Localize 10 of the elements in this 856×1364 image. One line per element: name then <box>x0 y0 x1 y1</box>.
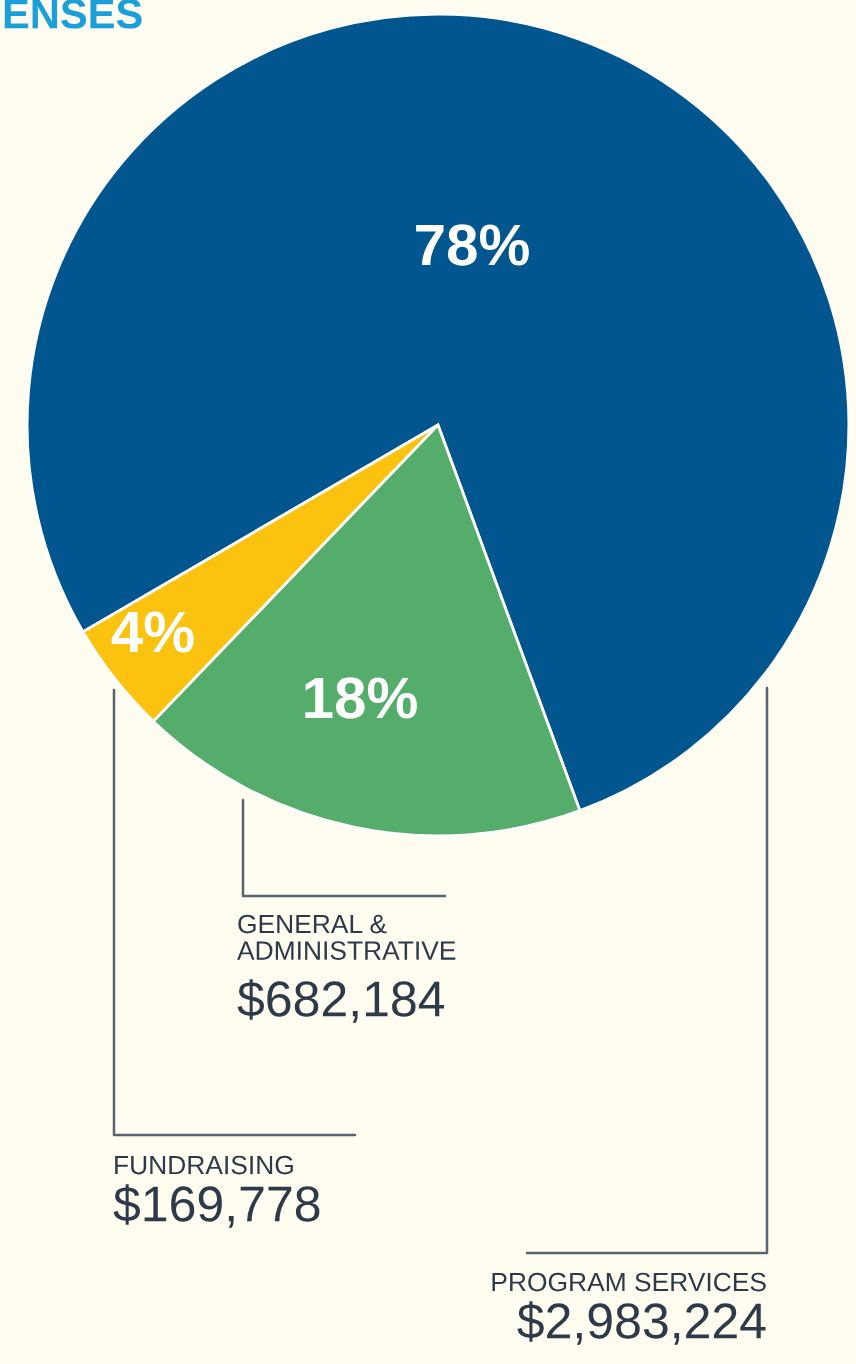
data-label: $169,778 <box>113 1184 320 1228</box>
chart-title: ENSES <box>4 0 142 29</box>
slice-label: PROGRAM SERVICES <box>492 1272 766 1292</box>
slice-label: FUNDRAISING <box>115 1155 293 1175</box>
data-label: $2,983,224 <box>517 1301 766 1345</box>
text: 4% <box>111 611 194 653</box>
text: 18% <box>305 677 417 719</box>
slice-label: GENERAL & ADMINISTRATIVE <box>237 914 456 960</box>
data-label: $682,184 <box>237 979 445 1023</box>
text: 78% <box>416 224 529 266</box>
